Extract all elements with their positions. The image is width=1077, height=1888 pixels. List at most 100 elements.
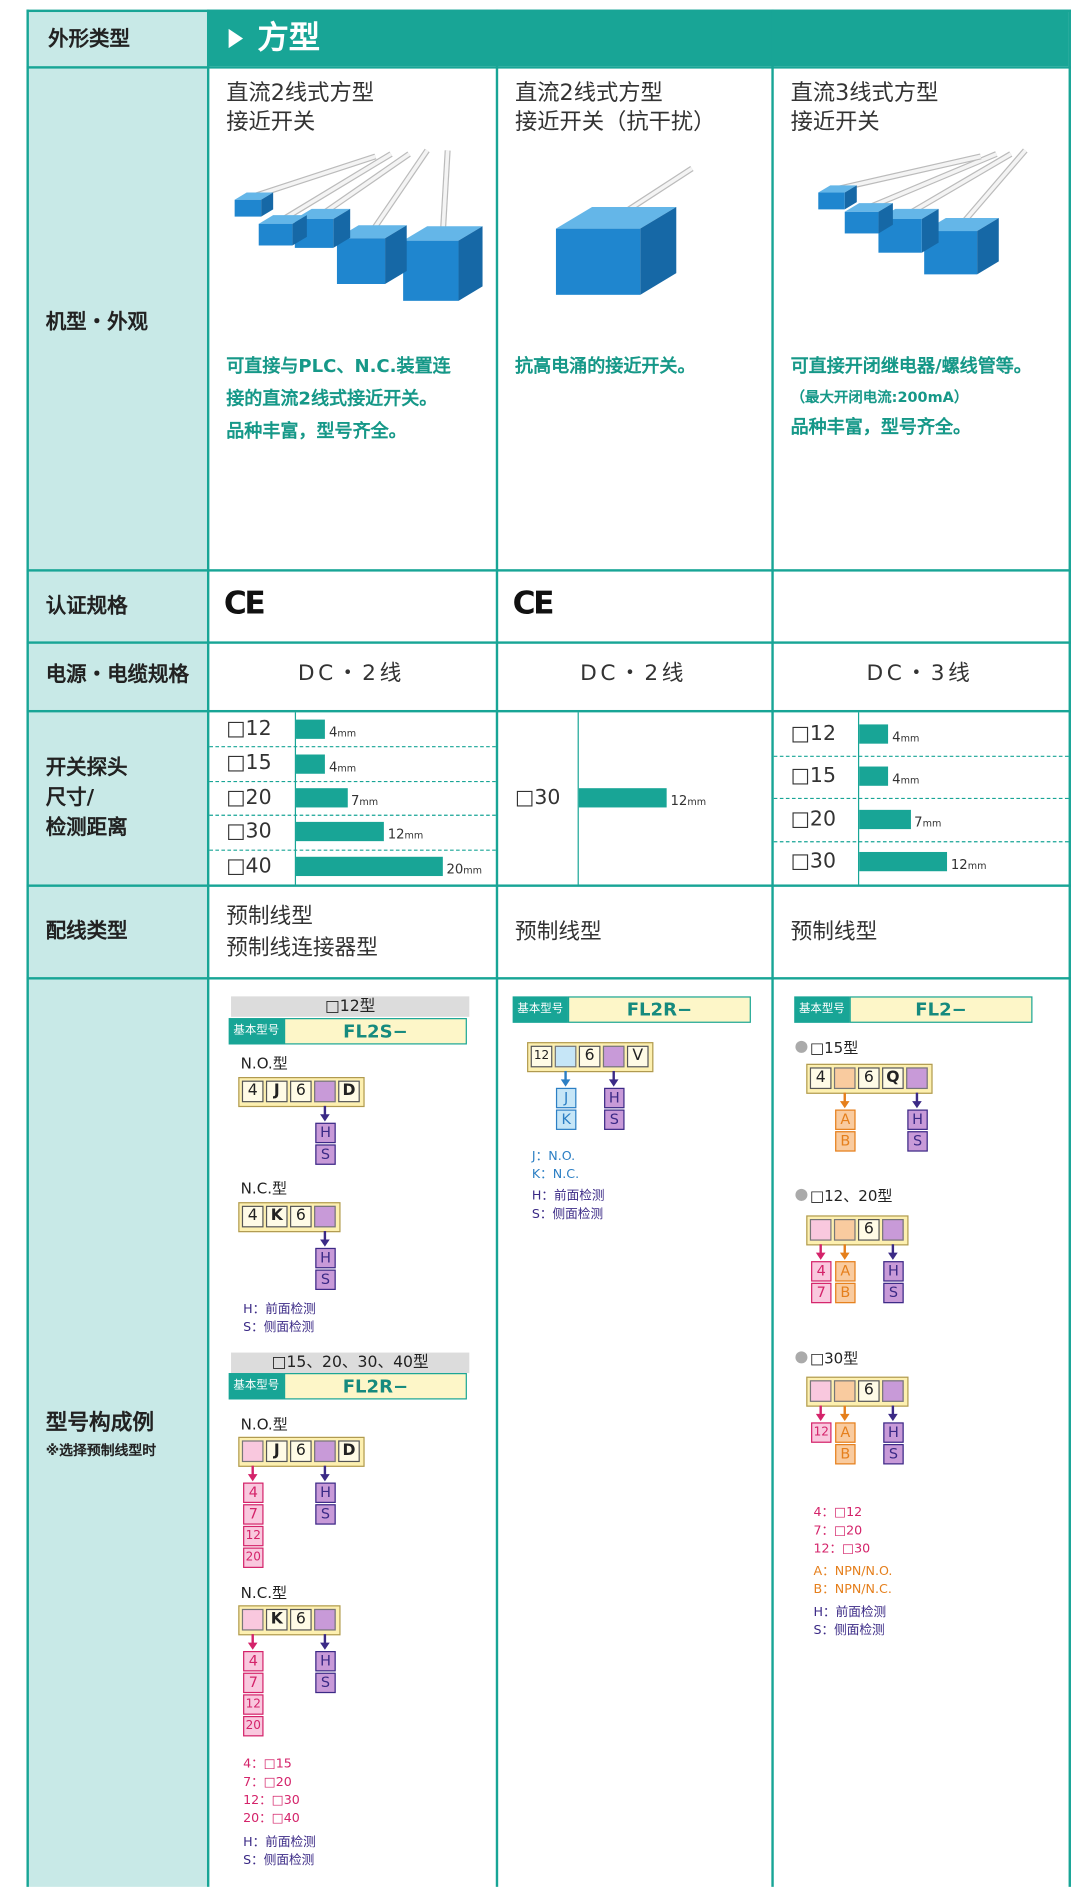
model-slot: [602, 1045, 625, 1068]
product-top: [336, 225, 407, 239]
model-slot: [833, 1380, 856, 1402]
product-top: [234, 192, 274, 200]
product-top: [555, 206, 677, 229]
distance-label: 7mm: [351, 793, 378, 809]
distance-value: 7: [914, 814, 923, 831]
cable: [907, 152, 1012, 216]
option-arrowhead: [815, 1252, 826, 1260]
option-box: A: [835, 1109, 856, 1130]
option-box: 7: [243, 1672, 264, 1694]
product-top: [878, 208, 939, 220]
product-name: 直流3线式方型: [790, 80, 939, 106]
wiring-type: 预制线型: [515, 919, 602, 945]
option-arrow: [251, 1465, 254, 1476]
size-row-border: [209, 780, 496, 782]
option-box: H: [883, 1422, 904, 1443]
option-box: H: [315, 1247, 336, 1269]
base-label: 基本型号: [512, 996, 568, 1023]
model-slot: [906, 1067, 928, 1090]
row-border: [26, 977, 1071, 980]
option-box: H: [883, 1261, 904, 1282]
distance-bar: [859, 809, 911, 829]
distance-unit: mm: [359, 796, 379, 808]
option-arrow: [612, 1070, 615, 1081]
product-name: 接近开关: [790, 109, 880, 135]
option-box: 7: [811, 1282, 832, 1304]
distance-unit: mm: [404, 830, 424, 842]
distance-unit: mm: [337, 728, 357, 740]
option-arrow: [915, 1092, 919, 1103]
header-label: 外形类型: [48, 27, 130, 52]
size-label: □20: [790, 806, 836, 831]
bullet: [795, 1188, 808, 1201]
product-front: [844, 211, 879, 234]
product-name: 直流2线式方型: [226, 80, 374, 106]
option-box: 12: [243, 1525, 264, 1547]
variant-label: N.O.型: [240, 1053, 288, 1072]
column-border: [26, 9, 29, 1887]
distance-bar: [296, 856, 443, 876]
product-side: [640, 206, 677, 295]
product-top: [403, 226, 483, 241]
option-arrowhead: [608, 1079, 619, 1087]
size-label: □12: [790, 721, 836, 746]
model-heading: □15、20、30、40型: [231, 1352, 470, 1374]
legend-item: J：N.O.: [531, 1148, 576, 1164]
product-side: [921, 208, 939, 253]
option-box: 20: [243, 1715, 264, 1737]
option-box: S: [315, 1144, 336, 1165]
option-box: S: [315, 1504, 336, 1525]
power-spec: DC・2线: [297, 660, 405, 686]
product-top: [924, 218, 999, 232]
legend-item: S：侧面检测: [243, 1852, 315, 1868]
base-label: 基本型号: [228, 1373, 284, 1400]
base-code: FL2−: [849, 996, 1033, 1023]
row-label: 检测距离: [45, 815, 128, 840]
option-arrow: [819, 1405, 822, 1416]
size-label: □30: [515, 785, 561, 810]
option-box: S: [604, 1109, 625, 1130]
legend-item: S：侧面检测: [531, 1206, 604, 1222]
option-box: 12: [811, 1422, 832, 1443]
model-code: 6: [290, 1608, 312, 1631]
product-top: [844, 203, 893, 212]
distance-value: 4: [892, 728, 901, 745]
variant-label: N.C.型: [240, 1178, 288, 1197]
size-label: □30: [226, 819, 272, 844]
distance-label: 4mm: [892, 729, 919, 745]
model-code: 4: [241, 1080, 264, 1103]
product-name: 接近开关（抗干扰）: [515, 109, 716, 135]
size-row-border: [773, 797, 1069, 800]
header-bg: [206, 9, 1069, 67]
distance-label: 4mm: [329, 759, 356, 775]
row-label: 配线类型: [45, 919, 128, 944]
row-label: 型号构成例: [45, 1410, 155, 1436]
legend-item: H：前面检测: [243, 1301, 316, 1317]
row-label: 机型・外观: [45, 310, 149, 335]
option-arrow: [323, 1465, 327, 1476]
option-arrow: [564, 1070, 567, 1081]
base-label: 基本型号: [794, 996, 850, 1023]
column-border: [1068, 9, 1071, 1887]
legend-item: H：前面检测: [243, 1834, 316, 1850]
product-front: [403, 240, 459, 301]
model-code: 12: [530, 1045, 553, 1068]
distance-value: 4: [892, 771, 901, 788]
wiring-type: 预制线型: [226, 903, 313, 930]
distance-bar: [859, 724, 889, 744]
size-label: □12: [226, 717, 272, 742]
model-code: 6: [290, 1440, 312, 1463]
option-box: J: [555, 1087, 577, 1109]
model-code: J: [265, 1080, 288, 1103]
model-slot: [314, 1608, 336, 1631]
header-title: 方型: [257, 20, 321, 58]
size-divider: [577, 712, 579, 885]
product-side: [878, 203, 893, 234]
size-label: □15: [226, 751, 272, 776]
distance-label: 12mm: [951, 857, 987, 873]
description: 可直接开闭继电器/螺线管等。: [790, 354, 1032, 377]
bullet: [795, 1040, 808, 1053]
column-border: [206, 9, 210, 1887]
description: 接的直流2线式接近开关。: [226, 387, 438, 410]
